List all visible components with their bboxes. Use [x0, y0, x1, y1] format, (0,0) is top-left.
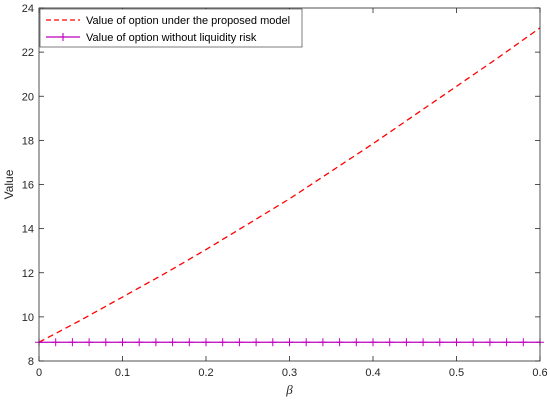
series-1-point — [85, 338, 94, 347]
series-1-point — [168, 338, 177, 347]
series-line-0 — [38, 27, 541, 343]
series-1-point — [352, 338, 361, 347]
x-tick-label: 0 — [36, 367, 42, 379]
plot-frame — [38, 7, 541, 362]
legend: Value of option under the proposed model… — [39, 8, 303, 48]
series-1-point — [302, 338, 311, 347]
series-1-point — [435, 338, 444, 347]
series-1-point — [519, 338, 528, 347]
legend-label-proposed-model: Value of option under the proposed model — [86, 15, 290, 27]
series-1-point — [68, 338, 77, 347]
series-1-point — [235, 338, 244, 347]
series-1-point — [135, 338, 144, 347]
y-tick-label: 20 — [22, 91, 34, 103]
series-1-point — [335, 338, 344, 347]
series-1-point — [118, 338, 127, 347]
y-tick-label: 24 — [22, 3, 34, 15]
plot-area-background — [39, 8, 540, 361]
y-tick-label: 22 — [22, 47, 34, 59]
series-1-point — [318, 338, 327, 347]
series-layer — [35, 27, 544, 347]
series-1-point — [185, 338, 194, 347]
series-1-point — [385, 338, 394, 347]
series-1-point — [402, 338, 411, 347]
series-1-point — [252, 338, 261, 347]
series-1-point — [101, 338, 110, 347]
legend-box — [39, 8, 303, 48]
series-1-point — [469, 338, 478, 347]
series-1-point — [285, 338, 294, 347]
series-1-point — [151, 338, 160, 347]
y-tick-label: 10 — [22, 312, 34, 324]
x-axis-label: β — [285, 382, 293, 397]
series-1-point — [452, 338, 461, 347]
x-tick-label: 0.3 — [282, 367, 297, 379]
x-tick-label: 0.6 — [532, 367, 547, 379]
series-1-point — [218, 338, 227, 347]
y-tick-label: 12 — [22, 268, 34, 280]
axis-layer: 0 0.1 0.2 0.3 0.4 0.5 0.6 8 10 12 14 16 18 20 22 24 — [22, 3, 548, 379]
legend-marker-without-liquidity-risk — [59, 33, 67, 41]
y-tick-label: 16 — [22, 180, 34, 192]
y-tick-label: 18 — [22, 135, 34, 147]
series-1-point — [485, 338, 494, 347]
series-1-point — [51, 338, 60, 347]
series-1-point — [369, 338, 377, 347]
x-tick-label: 0.4 — [365, 367, 380, 379]
x-tick-label: 0.1 — [115, 367, 130, 379]
y-tick-label: 14 — [22, 224, 34, 236]
legend-label-without-liquidity-risk: Value of option without liquidity risk — [86, 32, 257, 44]
y-tick-label: 8 — [28, 356, 34, 368]
series-1-point — [268, 338, 277, 347]
series-1-point — [202, 338, 210, 347]
x-tick-label: 0.2 — [198, 367, 213, 379]
x-tick-label: 0.5 — [449, 367, 464, 379]
series-1-point — [502, 338, 511, 347]
y-axis-label: Value — [2, 169, 16, 199]
series-1-point — [419, 338, 428, 347]
